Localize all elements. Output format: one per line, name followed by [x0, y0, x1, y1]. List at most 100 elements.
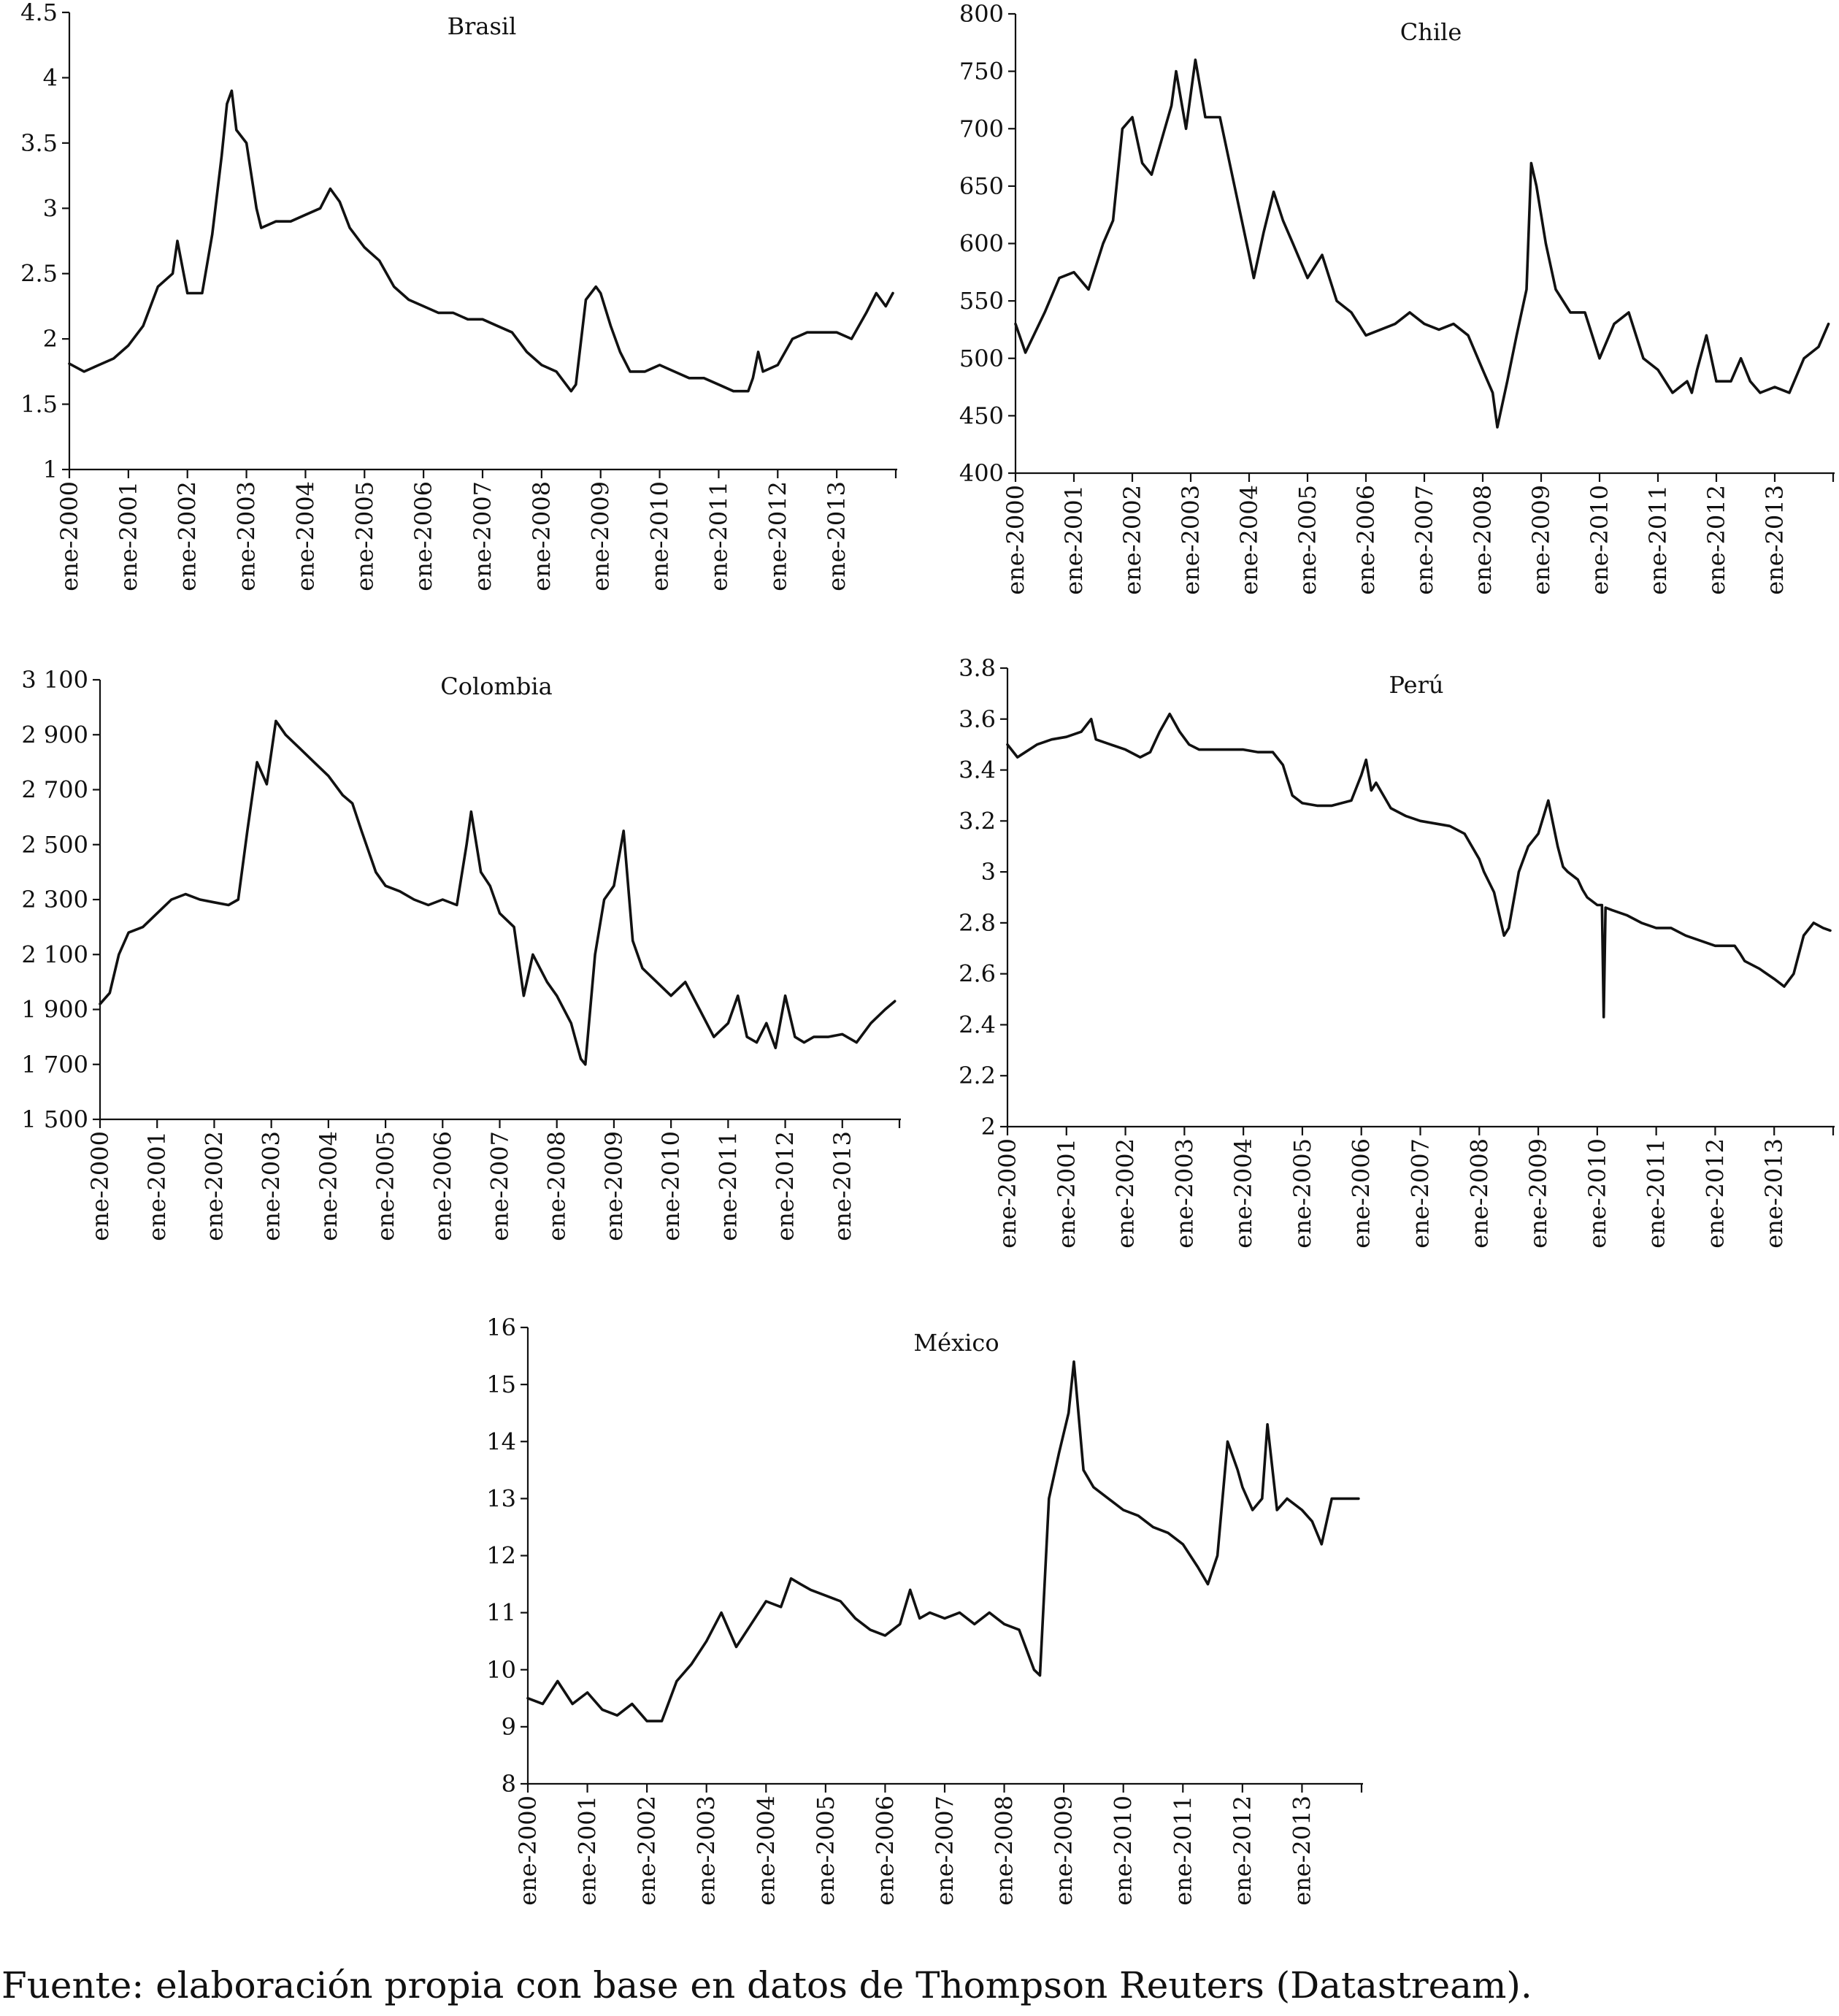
x-tick-label: ene-2011	[704, 481, 732, 591]
x-tick-label: ene-2008	[1469, 485, 1497, 595]
chart-peru: 2 2.2 2.4 2.6 2.8 3 3.2 3.4 3.6 3.8 ene-2000 ene-20…	[959, 654, 1835, 1249]
x-tick-label: ene-2010	[1110, 1795, 1137, 1906]
y-tick-label: 650	[959, 172, 1004, 200]
x-tick-label: ene-2009	[1524, 1138, 1552, 1249]
x-tick-label: ene-2001	[1060, 485, 1088, 595]
y-tick-label: 2.4	[959, 1011, 996, 1038]
x-tick-label: ene-2010	[1583, 1138, 1611, 1249]
x-tick-label: ene-2008	[528, 481, 556, 591]
y-tick-label: 2 700	[21, 776, 88, 804]
y-tick-label: 1 700	[21, 1051, 88, 1078]
y-tick-label: 400	[959, 459, 1004, 487]
y-tick-label: 3.2	[959, 807, 996, 835]
chart-colombia: 1 500 1 700 1 900 2 100 2 300 2 500 2 700 2 900…	[21, 666, 901, 1241]
y-tick-label: 800	[959, 0, 1004, 28]
x-tick-label: ene-2005	[372, 1131, 399, 1241]
series-line	[526, 1360, 1360, 1722]
x-tick-label: ene-2000	[514, 1795, 542, 1906]
x-tick-label: ene-2001	[143, 1131, 171, 1241]
x-tick-label: ene-2004	[752, 1795, 780, 1906]
series-line	[1006, 712, 1832, 1019]
x-tick-label: ene-2012	[1702, 485, 1730, 595]
y-tick-label: 1	[43, 456, 58, 483]
x-tick-label: ene-2006	[871, 1795, 899, 1906]
x-tick-label: ene-2007	[1410, 485, 1438, 595]
x-tick-label: ene-2004	[291, 481, 319, 591]
x-tick-label: ene-2011	[1644, 485, 1672, 595]
x-tick-label: ene-2001	[115, 481, 142, 591]
y-tick-label: 2	[981, 1113, 996, 1141]
x-tick-label: ene-2002	[633, 1795, 661, 1906]
x-tick-label: ene-2002	[1118, 485, 1146, 595]
x-tick-label: ene-2010	[657, 1131, 685, 1241]
y-tick-label: 3	[981, 858, 996, 886]
y-tick-label: 12	[486, 1542, 516, 1570]
y-tick-label: 3 100	[21, 666, 88, 694]
x-tick-label: ene-2007	[931, 1795, 959, 1906]
y-tick-label: 3	[43, 194, 58, 222]
x-tick-label: ene-2002	[174, 481, 201, 591]
y-tick-label: 3.5	[20, 129, 58, 157]
x-tick-label: ene-2009	[600, 1131, 628, 1241]
x-tick-label: ene-2005	[812, 1795, 840, 1906]
y-tick-label: 16	[486, 1314, 516, 1341]
x-tick-label: ene-2007	[486, 1131, 514, 1241]
x-tick-label: ene-2002	[1112, 1138, 1140, 1249]
x-tick-label: ene-2011	[714, 1131, 742, 1241]
y-tick-label: 9	[502, 1713, 516, 1741]
x-tick-label: ene-2012	[764, 481, 791, 591]
chart-mexico: 8 9 10 11 12 13 14 15 16 ene-2000 ene-2001 ene-2002…	[486, 1314, 1363, 1906]
series-line	[99, 719, 897, 1066]
chart-title: Chile	[1400, 18, 1462, 46]
y-tick-label: 1.5	[20, 391, 58, 418]
y-tick-label: 14	[486, 1427, 516, 1455]
x-tick-label: ene-2000	[994, 1138, 1021, 1249]
chart-title: Colombia	[440, 672, 552, 700]
source-note: Fuente: elaboración propia con base en d…	[1, 1964, 1532, 2007]
x-tick-label: ene-2004	[1235, 485, 1263, 595]
x-tick-label: ene-2010	[1586, 485, 1613, 595]
series-line	[68, 89, 894, 393]
y-tick-label: 500	[959, 345, 1004, 372]
x-tick-label: ene-2013	[823, 481, 851, 591]
y-tick-label: 2.2	[959, 1062, 996, 1089]
y-tick-label: 2.8	[959, 909, 996, 937]
x-tick-label: ene-2009	[1050, 1795, 1078, 1906]
y-tick-label: 13	[486, 1484, 516, 1512]
x-tick-label: ene-2011	[1169, 1795, 1197, 1906]
x-tick-label: ene-2013	[1760, 1138, 1788, 1249]
x-tick-label: ene-2008	[1465, 1138, 1493, 1249]
x-tick-label: ene-2003	[1177, 485, 1205, 595]
y-tick-label: 2	[43, 325, 58, 353]
x-tick-label: ene-2009	[587, 481, 615, 591]
x-tick-label: ene-2005	[1294, 485, 1321, 595]
y-tick-label: 4	[43, 64, 58, 91]
series-line	[1014, 58, 1830, 429]
x-tick-label: ene-2009	[1527, 485, 1555, 595]
chart-brasil: 1 1.5 2 2.5 3 3.5 4 4.5 ene-2000 ene-2001 ene-2002…	[20, 0, 897, 591]
x-tick-label: ene-2013	[1288, 1795, 1316, 1906]
x-tick-label: ene-2013	[1761, 485, 1789, 595]
x-tick-label: ene-2013	[829, 1131, 856, 1241]
x-tick-label: ene-2006	[429, 1131, 456, 1241]
y-tick-label: 600	[959, 230, 1004, 258]
y-tick-label: 2 300	[21, 886, 88, 913]
x-tick-label: ene-2007	[469, 481, 496, 591]
x-tick-label: ene-2012	[772, 1131, 799, 1241]
x-tick-label: ene-2008	[543, 1131, 571, 1241]
x-tick-label: ene-2004	[315, 1131, 342, 1241]
x-tick-label: ene-2000	[1002, 485, 1029, 595]
y-tick-label: 3.6	[959, 705, 996, 733]
y-tick-label: 750	[959, 58, 1004, 85]
x-tick-label: ene-2006	[410, 481, 437, 591]
y-tick-label: 8	[502, 1770, 516, 1798]
y-tick-label: 15	[486, 1371, 516, 1398]
x-tick-label: ene-2001	[574, 1795, 602, 1906]
x-tick-label: ene-2008	[991, 1795, 1018, 1906]
x-tick-label: ene-2007	[1407, 1138, 1435, 1249]
x-tick-label: ene-2012	[1701, 1138, 1729, 1249]
x-tick-label: ene-2003	[258, 1131, 285, 1241]
chart-chile: 400 450 500 550 600 650 700 750 800 ene-2000 ene-2…	[959, 0, 1835, 595]
y-tick-label: 1 900	[21, 996, 88, 1024]
